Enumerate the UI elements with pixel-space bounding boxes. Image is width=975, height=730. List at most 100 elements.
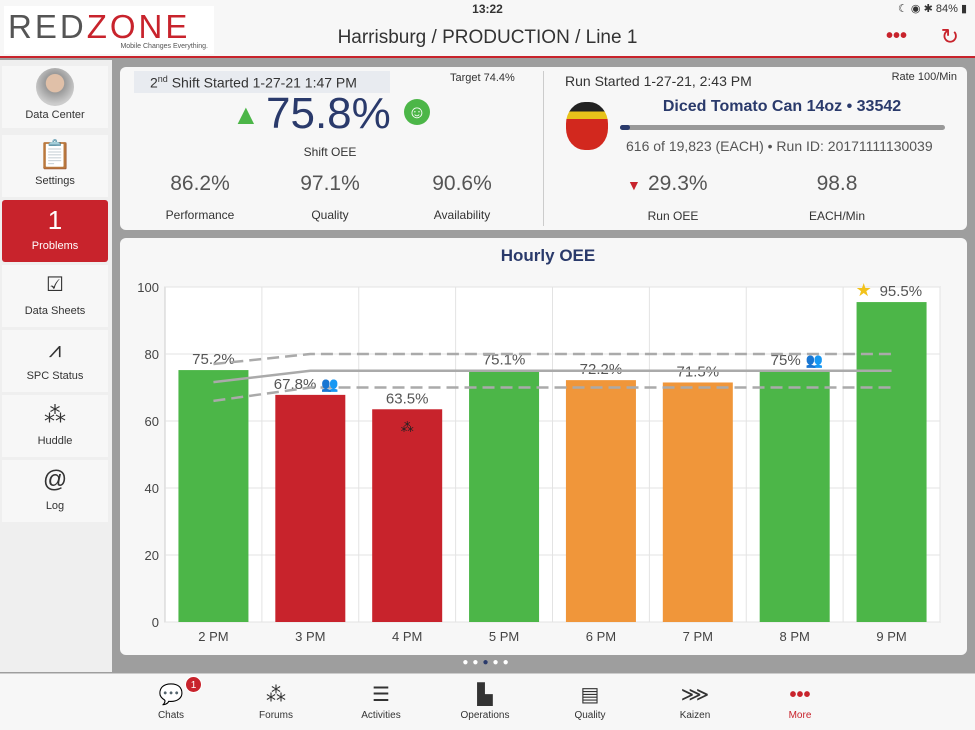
sidebar-item-log[interactable]: @ Log — [2, 460, 108, 522]
trend-down-icon: ▼ — [627, 177, 641, 193]
sidebar-label: Data Center — [25, 109, 85, 121]
bar — [662, 382, 733, 622]
redzone-logo: REDZONE Mobile Changes Everything. — [4, 6, 214, 54]
tab-kaizen[interactable]: ⋙ Kaizen — [655, 680, 735, 721]
bar — [759, 370, 830, 622]
y-tick-label: 0 — [152, 615, 159, 630]
run-rate: Rate 100/Min — [891, 71, 957, 83]
bar-value-label: 95.5% — [880, 283, 923, 300]
sidebar-label: Problems — [31, 240, 79, 252]
sidebar-label: SPC Status — [26, 370, 84, 382]
sidebar-label: Log — [45, 500, 65, 512]
bar-value-label: 75.1% — [483, 351, 526, 368]
chart-title: Hourly OEE — [501, 246, 595, 265]
quality-icon: ▤ — [580, 684, 600, 706]
tab-label: Quality — [574, 710, 606, 721]
x-tick-label: 9 PM — [876, 629, 906, 644]
sidebar-item-data-center[interactable]: Data Center — [2, 66, 108, 128]
quality-value: 97.1% — [300, 172, 360, 195]
chats-badge: 1 — [185, 676, 202, 693]
quality-label: Quality — [311, 208, 349, 222]
tab-label: More — [788, 710, 812, 721]
sidebar: Data Center 📋 Settings 1 Problems ☑ Data Sh… — [0, 60, 112, 672]
page-dot[interactable]: ● — [502, 657, 513, 668]
page-dot[interactable]: ● — [492, 657, 503, 668]
clipboard-icon: 📋 — [37, 139, 73, 170]
shift-started-text: Shift Started 1-27-21 1:47 PM — [171, 74, 357, 91]
shift-ordinal-suffix: nd — [157, 74, 168, 84]
checklist-icon: ☑ — [46, 274, 64, 296]
x-tick-label: 5 PM — [489, 629, 519, 644]
operations-icon: ▙ — [477, 684, 493, 706]
tab-operations[interactable]: ▙ Operations — [445, 680, 525, 721]
x-tick-label: 8 PM — [780, 629, 810, 644]
summary-card: 2nd Shift Started 1-27-21 1:47 PM Target… — [120, 67, 967, 230]
page-title: Harrisburg / PRODUCTION / Line 1 — [337, 27, 638, 48]
tab-label: Chats — [157, 710, 185, 721]
tab-activities[interactable]: ☰ Activities — [341, 680, 421, 721]
target-line — [213, 369, 892, 384]
run-started: Run Started 1-27-21, 2:43 PM — [565, 73, 752, 89]
run-oee-value: 29.3% — [648, 172, 708, 195]
status-time: 13:22 — [472, 2, 503, 16]
trend-up-icon: ▲ — [232, 99, 260, 130]
each-per-min-label: EACH/Min — [808, 209, 865, 223]
page-dot[interactable]: ● — [472, 657, 483, 668]
product-name: Diced Tomato Can 14oz • 33542 — [662, 98, 902, 115]
tab-label: Activities — [361, 710, 401, 721]
divider — [543, 71, 544, 226]
tab-quality[interactable]: ▤ Quality — [550, 680, 630, 721]
bar — [275, 394, 346, 622]
sidebar-item-problems[interactable]: 1 Problems — [2, 200, 108, 262]
huddle-people-icon: 👥 — [321, 376, 338, 393]
tab-label: Forums — [259, 710, 293, 721]
bar — [856, 302, 927, 622]
y-tick-label: 20 — [145, 548, 159, 563]
x-tick-label: 2 PM — [198, 629, 228, 644]
page-dot[interactable]: ● — [482, 657, 493, 668]
run-progress-bar — [620, 125, 945, 130]
logo-tagline: Mobile Changes Everything. — [120, 43, 208, 50]
product-image — [566, 102, 608, 150]
page-indicator[interactable]: ●●●●● — [0, 657, 975, 668]
smiley-icon: ☺ — [404, 99, 430, 125]
y-tick-label: 40 — [145, 481, 159, 496]
each-per-min-value: 98.8 — [816, 172, 858, 195]
refresh-icon[interactable]: ↻ — [940, 24, 959, 49]
sidebar-item-settings[interactable]: 📋 Settings — [2, 135, 108, 197]
sidebar-item-huddle[interactable]: ⁂ Huddle — [2, 395, 108, 457]
header: REDZONE Mobile Changes Everything. 13:22… — [0, 0, 975, 58]
more-menu-button[interactable]: ••• — [885, 25, 907, 47]
run-oee-label: Run OEE — [647, 209, 699, 223]
tab-forums[interactable]: ⁂ Forums — [236, 680, 316, 721]
performance-label: Performance — [165, 208, 235, 222]
more-icon: ••• — [789, 684, 811, 706]
y-tick-label: 100 — [137, 280, 159, 295]
x-tick-label: 6 PM — [586, 629, 616, 644]
shift-started: 2nd Shift Started 1-27-21 1:47 PM — [134, 71, 390, 93]
activities-icon: ☰ — [372, 684, 390, 706]
huddle-icon: ⁂ — [44, 402, 66, 427]
factory-log-icon: @ — [42, 466, 68, 493]
page-dot[interactable]: ● — [462, 657, 473, 668]
tab-chats[interactable]: 💬 1 Chats — [131, 676, 211, 721]
sidebar-label: Data Sheets — [24, 305, 86, 317]
sidebar-item-data-sheets[interactable]: ☑ Data Sheets — [2, 265, 108, 327]
bar — [372, 409, 443, 622]
shift-oee-value: 75.8% — [266, 89, 391, 138]
sidebar-item-spc-status[interactable]: ⩘ SPC Status — [2, 330, 108, 392]
availability-label: Availability — [433, 208, 491, 222]
lower-limit-line — [213, 386, 892, 403]
y-tick-label: 80 — [145, 347, 159, 362]
kaizen-icon: ⋙ — [680, 684, 710, 706]
tab-label: Kaizen — [679, 710, 711, 721]
y-tick-label: 60 — [145, 414, 159, 429]
sidebar-label: Settings — [35, 175, 75, 187]
x-tick-label: 7 PM — [683, 629, 713, 644]
star-icon: ★ — [856, 280, 872, 300]
chat-icon: 💬 — [158, 684, 184, 706]
sidebar-label: Huddle — [37, 435, 73, 447]
tab-more[interactable]: ••• More — [760, 680, 840, 721]
battery-level: 84% — [935, 3, 958, 15]
